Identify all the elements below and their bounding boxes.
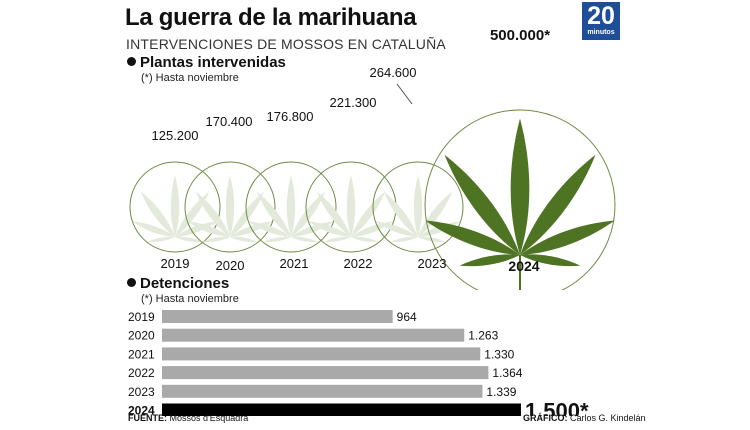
plant-value-label: 221.300 (330, 95, 377, 110)
bullet-icon (127, 278, 136, 287)
plant-value-label: 264.600 (370, 65, 417, 80)
cannabis-leaf-icon (247, 175, 335, 244)
plant-bubble-circle (372, 161, 464, 253)
arrest-value-label: 1.364 (492, 366, 522, 380)
source-value: Mossos d'Esquadra (169, 413, 249, 423)
logo-number: 20 (587, 2, 615, 30)
plant-bubble-circle (184, 161, 276, 253)
plant-bubble-2021 (245, 161, 337, 253)
plant-bubble-circle (424, 109, 616, 290)
plant-value-label: 170.400 (206, 114, 253, 129)
arrest-value-label: 1.339 (486, 385, 516, 399)
arrest-bar-2024 (162, 403, 521, 416)
plant-value-label: 125.200 (152, 128, 199, 143)
credit-value: Carlos G. Kindelán (570, 413, 646, 423)
logo-word: minutos (587, 29, 615, 36)
brand-logo: 20 minutos (582, 2, 620, 40)
arrest-value-label: 964 (397, 310, 417, 324)
plant-year-label: 2019 (161, 256, 190, 271)
plants-heading: Plantas intervenidas (127, 54, 286, 71)
plant-bubble-2020 (184, 161, 276, 253)
arrest-year-label: 2021 (128, 347, 155, 361)
arrest-year-label: 2019 (128, 310, 155, 324)
arrest-year-label: 2024 (128, 404, 155, 417)
arrest-year-label: 2020 (128, 329, 155, 343)
plant-bubble-2019 (129, 161, 221, 253)
arrest-bar-2020 (162, 328, 465, 342)
credit-note: GRÁFICO: Carlos G. Kindelán (523, 413, 646, 423)
plant-bubble-2022 (305, 161, 397, 253)
plants-heading-text: Plantas intervenidas (140, 54, 286, 71)
leader-line (396, 83, 413, 105)
plant-value-label: 500.000* (490, 27, 550, 44)
plant-year-label: 2022 (344, 256, 373, 271)
source-note: FUENTE: Mossos d'Esquadra (128, 413, 248, 423)
plant-bubble-2024 (422, 109, 618, 290)
plant-bubble-2023 (372, 161, 464, 253)
plant-bubble-circle (129, 161, 221, 253)
arrests-note: (*) Hasta noviembre (141, 293, 239, 305)
arrest-value-label: 1.263 (468, 329, 498, 343)
page-title: La guerra de la marihuana (125, 4, 417, 31)
arrest-value-label: 1.500* (525, 399, 589, 417)
plant-year-label: 2021 (280, 256, 309, 271)
arrests-heading-text: Detenciones (140, 275, 230, 292)
arrest-bar-2022 (162, 366, 489, 380)
cannabis-leaf-icon (422, 118, 618, 270)
source-label: FUENTE: (128, 413, 167, 423)
plants-note: (*) Hasta noviembre (141, 72, 239, 84)
arrest-bar-2023 (162, 384, 483, 398)
plant-value-label: 176.800 (267, 109, 314, 124)
bullet-icon (127, 57, 136, 66)
plant-bubble-circle (245, 161, 337, 253)
plants-bubble-chart: 125.200 170.400 176.800 221.300 264.600 500.0… (129, 27, 618, 290)
credit-label: GRÁFICO: (523, 413, 568, 423)
arrest-year-label: 2023 (128, 385, 155, 399)
plant-year-label: 2020 (216, 258, 245, 273)
plant-year-label: 2024 (508, 258, 539, 274)
arrests-heading: Detenciones (127, 275, 229, 292)
arrests-bar-chart: 2019 964 2020 1.263 2021 1.330 2022 1.364 2023 1.… (128, 310, 589, 417)
arrest-bar-2019 (162, 310, 393, 323)
arrest-bar-2021 (162, 347, 481, 361)
page-subtitle: INTERVENCIONES DE MOSSOS EN CATALUÑA (126, 36, 446, 52)
arrest-year-label: 2022 (128, 366, 155, 380)
plant-year-label: 2023 (418, 256, 447, 271)
arrest-value-label: 1.330 (484, 347, 514, 361)
